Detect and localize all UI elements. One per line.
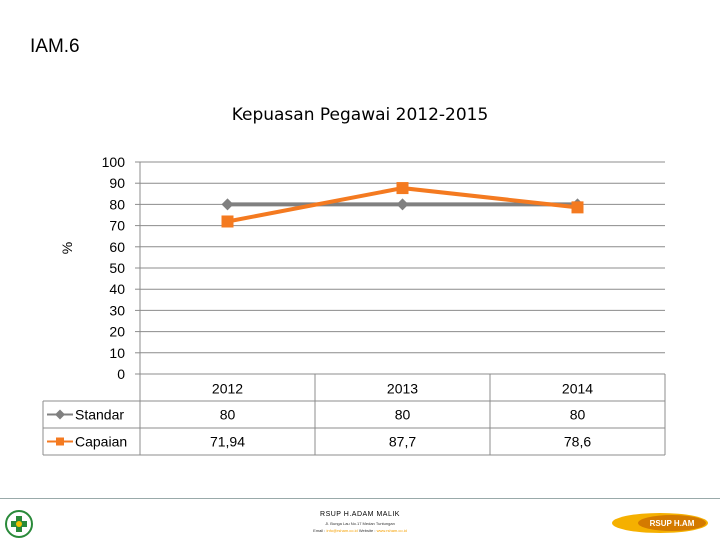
footer-website-link[interactable]: www.rsham.co.id [376, 528, 407, 533]
hospital-logo-icon [5, 510, 33, 538]
table-value-cell: 80 [220, 407, 236, 423]
x-category-label: 2013 [387, 381, 418, 397]
y-tick-label: 40 [109, 281, 125, 297]
y-tick-label: 90 [109, 175, 125, 191]
y-tick-label: 10 [109, 345, 125, 361]
y-tick-label: 50 [109, 260, 125, 276]
data-point [221, 198, 234, 211]
y-tick-label: 60 [109, 239, 125, 255]
footer: RSUP H.ADAM MALIK Jl. Bunga Lau No.17 Me… [0, 498, 720, 540]
footer-address: Jl. Bunga Lau No.17 Medan Tuntungan [325, 521, 395, 526]
data-point [571, 201, 584, 214]
footer-website-label: Website : [358, 528, 376, 533]
x-category-label: 2012 [212, 381, 243, 397]
legend-marker [55, 409, 65, 420]
y-tick-label: 80 [109, 196, 125, 212]
y-tick-label: 100 [102, 154, 126, 170]
legend-marker [56, 437, 64, 446]
footer-email-label: Email : [313, 528, 326, 533]
data-point [396, 198, 409, 211]
table-value-cell: 80 [395, 407, 411, 423]
y-tick-label: 70 [109, 218, 125, 234]
footer-email-link[interactable]: info@rsham.co.id [326, 528, 358, 533]
y-tick-label: 20 [109, 324, 125, 340]
data-table: 2012 2013 2014 Standar 80 80 80 Capaian 71,94 87,… [42, 373, 666, 456]
y-axis-label: % [59, 242, 75, 254]
table-value-cell: 78,6 [564, 434, 591, 450]
legend-series-name: Standar [75, 407, 124, 423]
x-category-label: 2014 [562, 381, 593, 397]
footer-hospital-name: RSUP H.ADAM MALIK [320, 511, 400, 518]
table-value-cell: 80 [570, 407, 586, 423]
rsup-logo-text: RSUP H.AM [650, 519, 695, 528]
rsup-logo-icon: RSUP H.AM [612, 513, 708, 533]
y-tick-label: 30 [109, 302, 125, 318]
footer-contact: Email : info@rsham.co.id Website : www.r… [0, 528, 720, 533]
chart-title: Kepuasan Pegawai 2012-2015 [231, 105, 489, 125]
table-value-cell: 71,94 [210, 434, 245, 450]
slide-title: IAM.6 [30, 36, 80, 57]
table-value-cell: 87,7 [389, 434, 416, 450]
grid-lines [135, 161, 665, 375]
data-point [396, 182, 409, 195]
data-point [221, 215, 234, 228]
legend-series-name: Capaian [75, 434, 127, 450]
series-group [221, 182, 584, 228]
y-tick-label: 0 [117, 366, 125, 382]
